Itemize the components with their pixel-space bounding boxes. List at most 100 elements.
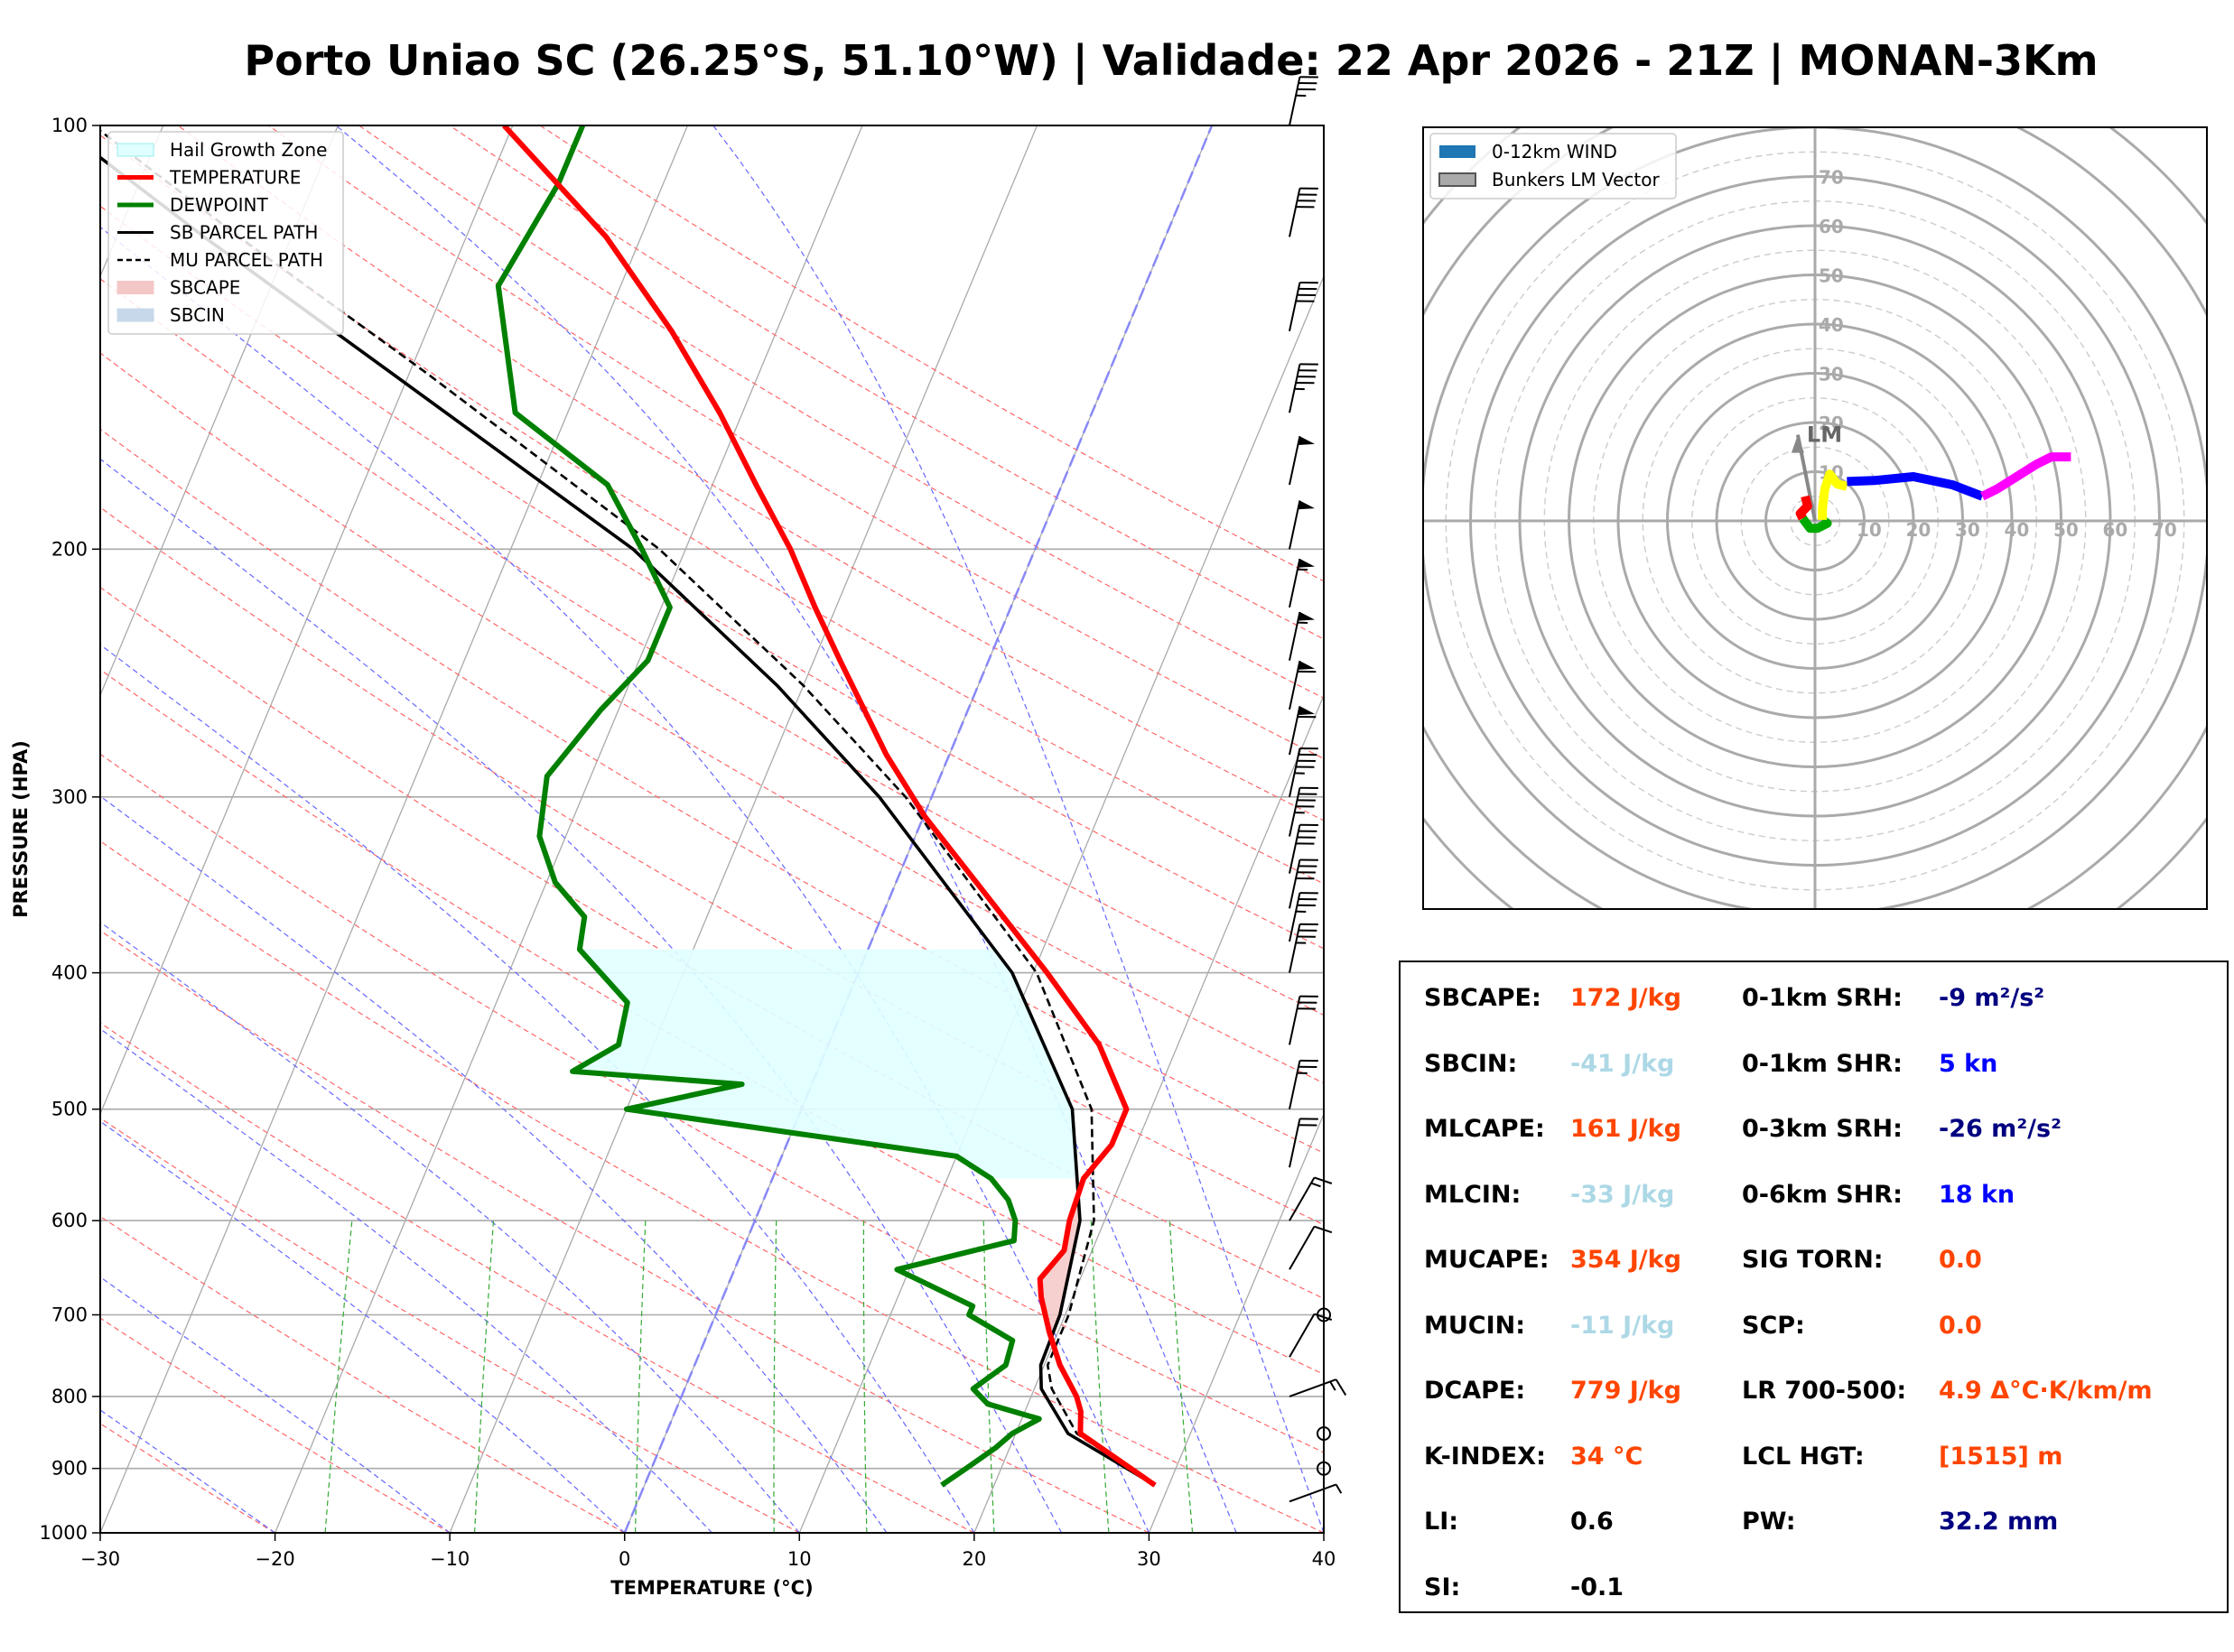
wind-barb bbox=[1289, 706, 1317, 756]
wind-barb bbox=[1289, 187, 1318, 237]
hodo-x-label: 30 bbox=[1955, 519, 1980, 541]
y-tick-label: 500 bbox=[51, 1099, 88, 1120]
wind-barb-staff bbox=[1289, 1226, 1316, 1270]
param-value: [1515] m bbox=[1939, 1442, 2063, 1471]
wind-barb bbox=[1289, 1378, 1347, 1397]
wind-barb-half bbox=[1294, 387, 1305, 391]
wind-barb-staff bbox=[1289, 892, 1301, 942]
bunkers-lm-label: LM bbox=[1807, 422, 1842, 448]
wind-barb bbox=[1289, 892, 1318, 942]
wind-barb-body bbox=[1289, 1225, 1333, 1270]
param-value: -0.1 bbox=[1570, 1573, 1624, 1601]
param-label: K-INDEX: bbox=[1424, 1442, 1546, 1471]
wind-barb-full bbox=[1296, 877, 1315, 880]
wind-barb-half bbox=[1296, 942, 1307, 944]
wind-barb-body bbox=[1289, 435, 1316, 486]
wind-barb bbox=[1289, 1176, 1333, 1221]
hodo-x-label: 50 bbox=[2053, 519, 2079, 541]
legend-swatch bbox=[1438, 172, 1476, 187]
wind-barb bbox=[1289, 923, 1318, 973]
param-label: MLCAPE: bbox=[1424, 1115, 1545, 1143]
y-tick-label: 400 bbox=[51, 962, 88, 984]
moist-adiabat bbox=[100, 1409, 275, 1533]
wind-barb-full bbox=[1297, 799, 1316, 802]
mixing-ratio-line bbox=[773, 1220, 777, 1533]
wind-barb bbox=[1289, 1059, 1318, 1109]
isotherm-gridline bbox=[100, 125, 514, 1116]
wind-barb-full bbox=[1296, 206, 1315, 209]
wind-barb-full bbox=[1298, 1124, 1317, 1127]
wind-barb-body bbox=[1289, 923, 1318, 973]
param-label: MUCIN: bbox=[1424, 1311, 1526, 1340]
moist-adiabat bbox=[100, 644, 975, 1533]
hodo-segment bbox=[1847, 472, 1985, 501]
wind-barb-full bbox=[1297, 935, 1316, 938]
wind-barb-full bbox=[1314, 1313, 1333, 1322]
wind-barb-body bbox=[1289, 500, 1316, 550]
mu-parcel-line bbox=[100, 129, 1156, 1487]
mixing-ratio-line bbox=[862, 1220, 868, 1533]
wind-barb-full bbox=[1298, 82, 1317, 85]
param-label: 0-1km SRH: bbox=[1742, 984, 1903, 1012]
wind-barb-body bbox=[1289, 1483, 1343, 1503]
wind-barb bbox=[1317, 1426, 1331, 1441]
calm-wind-circle bbox=[1317, 1426, 1331, 1441]
x-tick-label: 20 bbox=[962, 1548, 986, 1570]
wind-barb-full bbox=[1297, 904, 1316, 907]
hodo-segment bbox=[1980, 452, 2071, 501]
wind-barb-staff bbox=[1289, 706, 1301, 756]
wind-barb bbox=[1289, 500, 1316, 550]
wind-barb-full bbox=[1299, 923, 1318, 926]
wind-barb-full bbox=[1299, 1118, 1318, 1120]
legend-swatch bbox=[1439, 145, 1475, 158]
isotherm-gridline bbox=[100, 125, 688, 1533]
wind-barb-pennant bbox=[1298, 611, 1316, 621]
wind-barb-full bbox=[1296, 766, 1315, 768]
wind-barb bbox=[1289, 660, 1317, 710]
skewt-legend-box bbox=[107, 131, 344, 335]
wind-barb-staff bbox=[1289, 188, 1301, 237]
wind-barb-full bbox=[1298, 369, 1317, 372]
wind-barb-full bbox=[1297, 670, 1317, 673]
mixing-ratio-line bbox=[1168, 1220, 1194, 1533]
hodo-y-label: 60 bbox=[1819, 216, 1844, 237]
wind-barb-body bbox=[1289, 823, 1318, 874]
wind-barb-staff bbox=[1289, 282, 1301, 332]
param-value: -9 m²/s² bbox=[1939, 984, 2045, 1012]
temperature-line bbox=[501, 125, 1157, 1488]
dry-adiabat bbox=[267, 125, 1324, 760]
bunkers-lm-arrowhead bbox=[1791, 434, 1804, 453]
moist-adiabat bbox=[100, 795, 888, 1533]
isotherm-gridline bbox=[1148, 1112, 1324, 1533]
wind-barb-body bbox=[1289, 363, 1318, 413]
isotherm-gridline bbox=[449, 125, 1038, 1533]
wind-barb-staff bbox=[1289, 1118, 1301, 1168]
dry-adiabat bbox=[100, 506, 1324, 1226]
legend-swatch bbox=[116, 308, 154, 322]
param-label: MLCIN: bbox=[1424, 1180, 1522, 1209]
legend-label: SBCAPE bbox=[170, 277, 240, 299]
x-tick-label: 0 bbox=[619, 1548, 630, 1570]
wind-barb-body bbox=[1289, 995, 1318, 1045]
wind-barb-body bbox=[1289, 706, 1317, 756]
wind-barb-full bbox=[1297, 293, 1316, 296]
wind-barb-body bbox=[1289, 892, 1318, 942]
isotherm-gridline bbox=[275, 125, 863, 1533]
x-tick-label: −20 bbox=[255, 1548, 294, 1570]
wind-barb-full bbox=[1297, 871, 1316, 874]
hodo-segment bbox=[1795, 495, 1812, 521]
param-value: 32.2 mm bbox=[1939, 1508, 2059, 1536]
param-label: SI: bbox=[1424, 1573, 1461, 1601]
mixing-ratio-line bbox=[1090, 1220, 1110, 1533]
wind-barb-staff bbox=[1289, 824, 1301, 874]
wind-barb-full bbox=[1298, 929, 1317, 932]
param-value: 18 kn bbox=[1939, 1180, 2015, 1209]
param-value: -41 J/kg bbox=[1570, 1049, 1675, 1078]
legend-label: MU PARCEL PATH bbox=[170, 249, 323, 271]
wind-barb-full bbox=[1298, 1065, 1317, 1068]
hodo-y-label: 50 bbox=[1819, 265, 1844, 287]
y-tick-label: 600 bbox=[51, 1210, 88, 1231]
legend-label: Bunkers LM Vector bbox=[1492, 169, 1661, 190]
dry-adiabat bbox=[100, 840, 1324, 1533]
y-tick-label: 1000 bbox=[40, 1522, 88, 1544]
